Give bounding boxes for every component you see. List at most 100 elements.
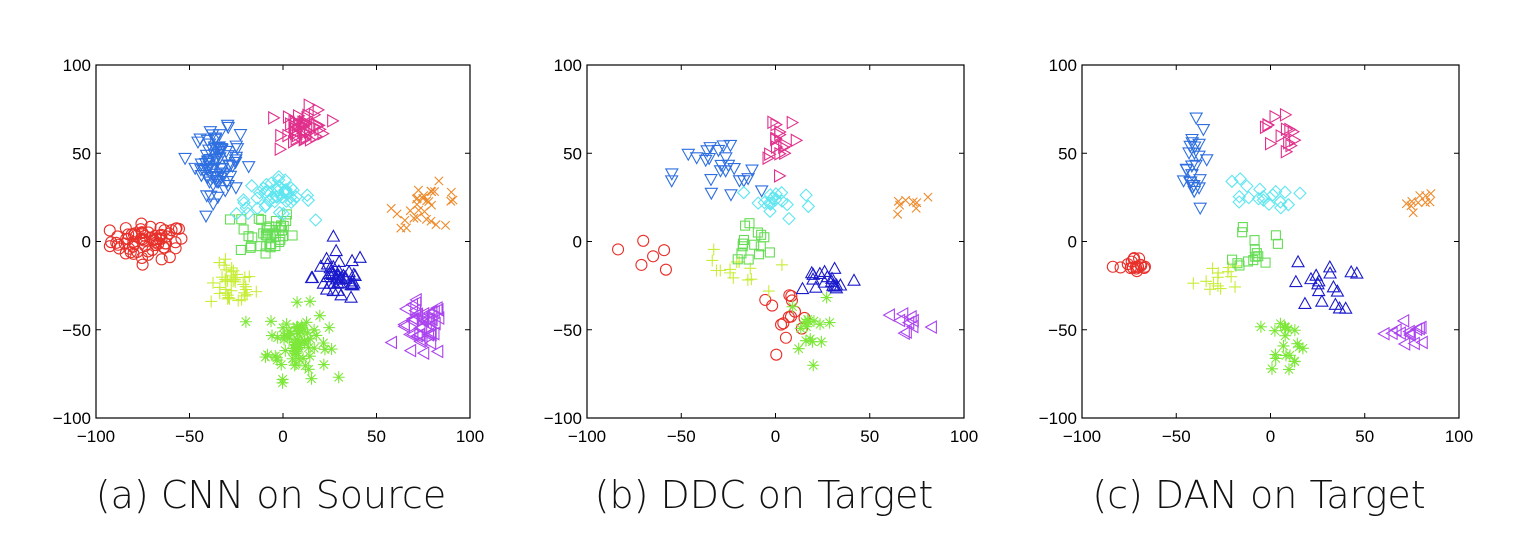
y-tick-label: 100 (1049, 56, 1077, 75)
plus-marker (220, 263, 233, 276)
triangle-up-marker (1323, 266, 1337, 279)
diamond-marker (782, 211, 796, 226)
asterisk-marker (297, 352, 310, 365)
asterisk-marker (1265, 362, 1278, 375)
triangle-up-marker (320, 269, 335, 283)
cross-marker (412, 212, 422, 223)
y-tick-label: 0 (1068, 233, 1077, 252)
triangle-up-marker (344, 290, 358, 303)
triangle-up-marker (827, 261, 842, 274)
circle-marker (138, 239, 152, 253)
triangle-up-marker (1349, 266, 1364, 279)
circle-marker (163, 251, 176, 264)
plus-marker (223, 292, 236, 305)
triangle-right-marker (274, 142, 288, 157)
diamond-marker (1233, 172, 1247, 186)
square-marker (235, 244, 246, 256)
asterisk-marker (239, 315, 252, 328)
circle-marker (170, 222, 183, 235)
asterisk-marker (799, 315, 812, 328)
triangle-right-marker (300, 115, 313, 130)
triangle-left-marker (410, 307, 424, 322)
asterisk-marker (293, 339, 306, 352)
triangle-down-marker (213, 163, 228, 176)
panel-caption: (a) CNN on Source (96, 473, 446, 517)
x-tick-label: 100 (1445, 427, 1473, 446)
triangle-left-marker (397, 317, 410, 332)
asterisk-marker (278, 333, 291, 346)
diamond-marker (1241, 190, 1256, 205)
triangle-down-marker (704, 174, 718, 187)
triangle-down-marker (221, 180, 236, 193)
circle-marker (159, 237, 173, 250)
plus-marker (222, 291, 235, 304)
circle-marker (169, 242, 182, 255)
cross-marker (908, 197, 918, 207)
panel-cnn-on-source: −100 −50 0 50 100 100 50 0 −50 −100 (a) CNN on So… (53, 56, 484, 517)
triangle-left-marker (897, 326, 910, 341)
diamond-marker (1273, 195, 1288, 209)
triangle-up-marker (827, 279, 842, 292)
square-marker (738, 234, 749, 246)
diamond-marker (751, 196, 765, 210)
asterisk-marker (302, 341, 315, 354)
triangle-down-marker (205, 162, 220, 175)
square-marker (1250, 251, 1261, 262)
square-marker (256, 214, 267, 225)
asterisk-marker (271, 354, 284, 367)
asterisk-marker (1291, 337, 1304, 350)
triangle-right-marker (770, 131, 783, 146)
square-marker (1237, 227, 1248, 238)
triangle-right-marker (303, 98, 317, 113)
asterisk-marker (317, 336, 330, 349)
panel-caption: (b) DDC on Target (595, 473, 934, 517)
diamond-marker (259, 177, 274, 192)
triangle-right-marker (1265, 136, 1278, 151)
triangle-right-marker (1275, 129, 1289, 143)
triangle-up-marker (346, 267, 361, 280)
axis-ticks: −100 −50 0 50 100 100 50 0 −50 −100 (1039, 56, 1473, 446)
asterisk-marker (301, 326, 314, 339)
square-marker (752, 227, 763, 238)
plus-marker (227, 264, 240, 277)
triangle-down-marker (228, 154, 243, 167)
diamond-marker (1266, 188, 1280, 202)
cross-marker (911, 203, 921, 213)
asterisk-marker (275, 358, 288, 371)
circle-marker (611, 243, 625, 256)
triangle-up-marker (331, 264, 346, 277)
triangle-down-marker (1192, 138, 1207, 152)
triangle-right-marker (293, 118, 307, 133)
cross-marker (446, 187, 456, 197)
triangle-down-marker (202, 160, 217, 174)
cross-marker (1408, 208, 1418, 218)
triangle-down-marker (745, 164, 759, 177)
square-marker (245, 242, 256, 253)
triangle-right-marker (790, 133, 804, 148)
triangle-up-marker (326, 259, 341, 273)
y-tick-label: 100 (554, 56, 582, 75)
circle-marker (777, 317, 790, 330)
circle-marker (175, 232, 188, 245)
x-tick-label: 0 (1266, 427, 1275, 446)
plus-marker (1229, 280, 1242, 293)
circle-marker (1135, 259, 1148, 272)
triangle-down-marker (221, 150, 236, 163)
triangle-right-marker (1269, 109, 1282, 124)
diamond-marker (1232, 195, 1246, 209)
triangle-right-marker (1259, 120, 1273, 135)
triangle-down-marker (1189, 159, 1203, 173)
asterisk-marker (291, 296, 304, 309)
x-tick-label: −50 (1162, 427, 1191, 446)
square-marker (276, 225, 287, 236)
triangle-down-marker (1184, 160, 1199, 173)
asterisk-marker (302, 363, 315, 376)
plus-marker (1200, 275, 1213, 288)
triangle-up-marker (323, 260, 338, 274)
triangle-down-marker (711, 144, 726, 158)
plus-marker (1225, 270, 1238, 283)
asterisk-marker (800, 320, 813, 333)
triangle-left-marker (1415, 335, 1428, 350)
circle-marker (128, 227, 142, 240)
